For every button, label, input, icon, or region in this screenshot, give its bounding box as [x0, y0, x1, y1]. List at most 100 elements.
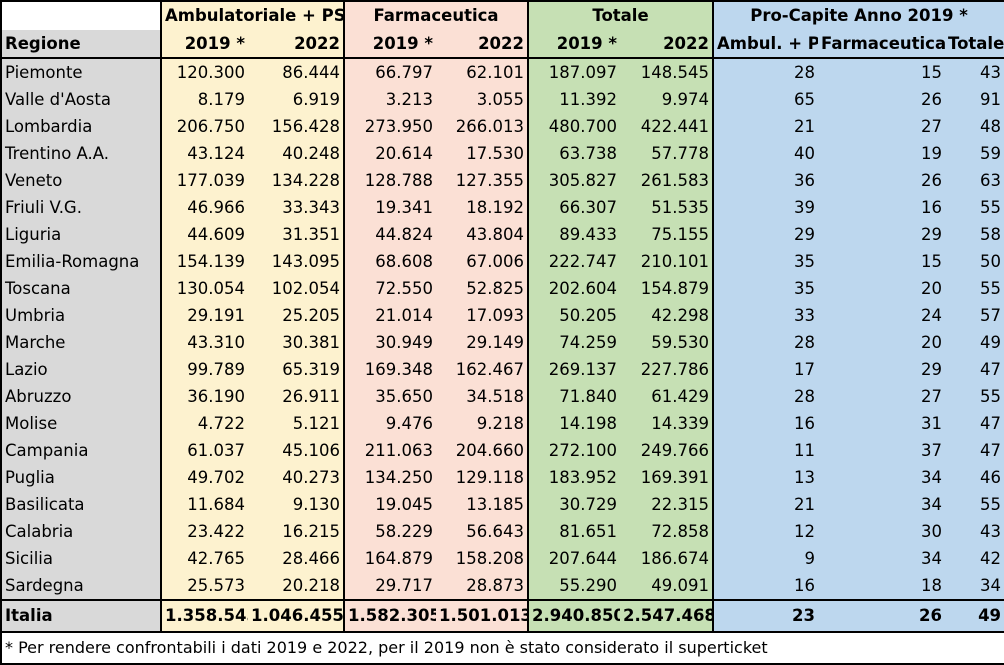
- cell-pc-ambul: 36: [712, 167, 819, 194]
- cell-farm-2019: 211.063: [343, 437, 437, 464]
- cell-pc-farm: 20: [818, 275, 946, 302]
- cell-pc-farm: 37: [818, 437, 946, 464]
- cell-ambul-2019: 177.039: [160, 167, 248, 194]
- table-row: Trentino A.A. 43.124 40.248 20.614 17.530 63.…: [0, 140, 1004, 167]
- cell-ambul-2019: 11.684: [160, 491, 248, 518]
- cell-ambul-2019: 43.124: [160, 140, 248, 167]
- column-header-tot-2022: 2022: [620, 30, 714, 59]
- cell-tot-2022: 14.339: [620, 410, 714, 437]
- cell-region: Umbria: [0, 302, 161, 329]
- cell-farm-2022: 9.218: [436, 410, 529, 437]
- cell-ambul-2019: 43.310: [160, 329, 248, 356]
- cell-ambul-2022: 143.095: [248, 248, 345, 275]
- cell-ambul-2022: 31.351: [248, 221, 345, 248]
- table-row: Umbria 29.191 25.205 21.014 17.093 50.205 42.2…: [0, 302, 1004, 329]
- cell-tot-2022: 57.778: [620, 140, 714, 167]
- cell-farm-2019: 35.650: [343, 383, 437, 410]
- group-header-totale: Totale: [527, 0, 714, 30]
- cell-farm-2022: 29.149: [436, 329, 529, 356]
- cell-tot-2019: 30.729: [527, 491, 621, 518]
- cell-pc-farm: 15: [818, 58, 946, 86]
- cell-pc-tot: 46: [945, 464, 1004, 491]
- cell-region: Lazio: [0, 356, 161, 383]
- cell-ambul-2019: 154.139: [160, 248, 248, 275]
- cell-region: Sardegna: [0, 572, 161, 600]
- cell-farm-2019: 128.788: [343, 167, 437, 194]
- cell-pc-ambul: 9: [712, 545, 819, 572]
- cell-pc-ambul: 17: [712, 356, 819, 383]
- cell-farm-2022: 62.101: [436, 58, 529, 86]
- cell-region: Sicilia: [0, 545, 161, 572]
- cell-farm-2019: 29.717: [343, 572, 437, 600]
- cell-pc-farm: 19: [818, 140, 946, 167]
- cell-ambul-2022: 25.205: [248, 302, 345, 329]
- cell-farm-2019: 72.550: [343, 275, 437, 302]
- cell-farm-2019: 19.341: [343, 194, 437, 221]
- cell-region: Puglia: [0, 464, 161, 491]
- cell-ambul-2019: 25.573: [160, 572, 248, 600]
- cell-tot-2022: 249.766: [620, 437, 714, 464]
- cell-tot-2019: 202.604: [527, 275, 621, 302]
- cell-ambul-2019: 4.722: [160, 410, 248, 437]
- cell-pc-tot: 49: [945, 329, 1004, 356]
- cell-region: Abruzzo: [0, 383, 161, 410]
- cell-farm-2019: 68.608: [343, 248, 437, 275]
- cell-ambul-2022: 86.444: [248, 58, 345, 86]
- cell-pc-ambul: 39: [712, 194, 819, 221]
- cell-pc-ambul: 11: [712, 437, 819, 464]
- cell-ambul-2019: 42.765: [160, 545, 248, 572]
- cell-pc-tot: 50: [945, 248, 1004, 275]
- cell-pc-tot: 47: [945, 356, 1004, 383]
- cell-region: Basilicata: [0, 491, 161, 518]
- cell-ambul-2019: 120.300: [160, 58, 248, 86]
- cell-ambul-2019: 99.789: [160, 356, 248, 383]
- cell-pc-farm: 26: [818, 86, 946, 113]
- cell-ambul-2022: 156.428: [248, 113, 345, 140]
- cell-farm-2019: 30.949: [343, 329, 437, 356]
- cell-region: Valle d'Aosta: [0, 86, 161, 113]
- cell-pc-tot: 47: [945, 410, 1004, 437]
- cell-pc-farm: 29: [818, 356, 946, 383]
- cell-region: Liguria: [0, 221, 161, 248]
- cell-pc-ambul: 65: [712, 86, 819, 113]
- cell-tot-2022: 227.786: [620, 356, 714, 383]
- column-header-pc-tot: Totale: [945, 30, 1004, 59]
- cell-tot-2019: 63.738: [527, 140, 621, 167]
- table-row: Basilicata 11.684 9.130 19.045 13.185 30.729 2…: [0, 491, 1004, 518]
- cell-pc-tot: 42: [945, 545, 1004, 572]
- cell-farm-2022: 28.873: [436, 572, 529, 600]
- table-row: Toscana 130.054 102.054 72.550 52.825 202.604…: [0, 275, 1004, 302]
- column-header-tot-2019: 2019 *: [527, 30, 621, 59]
- cell-tot-2022: 261.583: [620, 167, 714, 194]
- cell-pc-tot: 58: [945, 221, 1004, 248]
- cell-tot-2019: 183.952: [527, 464, 621, 491]
- cell-farm-2022: 129.118: [436, 464, 529, 491]
- cell-pc-tot: 55: [945, 194, 1004, 221]
- cell-tot-2019: 269.137: [527, 356, 621, 383]
- cell-pc-farm: 34: [818, 464, 946, 491]
- table-row: Valle d'Aosta 8.179 6.919 3.213 3.055 11.392 9…: [0, 86, 1004, 113]
- cell-farm-2022: 18.192: [436, 194, 529, 221]
- cell-farm-2022: 3.055: [436, 86, 529, 113]
- cell-farm-2022: 204.660: [436, 437, 529, 464]
- cell-tot-2022: 59.530: [620, 329, 714, 356]
- cell-pc-ambul: 29: [712, 221, 819, 248]
- table-row: Lombardia 206.750 156.428 273.950 266.013 480…: [0, 113, 1004, 140]
- cell-farm-2022: 13.185: [436, 491, 529, 518]
- cell-pc-farm: 27: [818, 113, 946, 140]
- cell-tot-2022: 186.674: [620, 545, 714, 572]
- total-cell: 23: [712, 599, 819, 633]
- cell-pc-tot: 43: [945, 518, 1004, 545]
- table-row: Molise 4.722 5.121 9.476 9.218 14.198 14.339 16…: [0, 410, 1004, 437]
- cell-region: Calabria: [0, 518, 161, 545]
- cell-pc-farm: 34: [818, 545, 946, 572]
- cell-ambul-2019: 29.191: [160, 302, 248, 329]
- cell-farm-2022: 56.643: [436, 518, 529, 545]
- cell-farm-2019: 134.250: [343, 464, 437, 491]
- cell-farm-2022: 17.093: [436, 302, 529, 329]
- cell-region: Molise: [0, 410, 161, 437]
- cell-pc-ambul: 33: [712, 302, 819, 329]
- cell-pc-ambul: 28: [712, 58, 819, 86]
- cell-ambul-2022: 5.121: [248, 410, 345, 437]
